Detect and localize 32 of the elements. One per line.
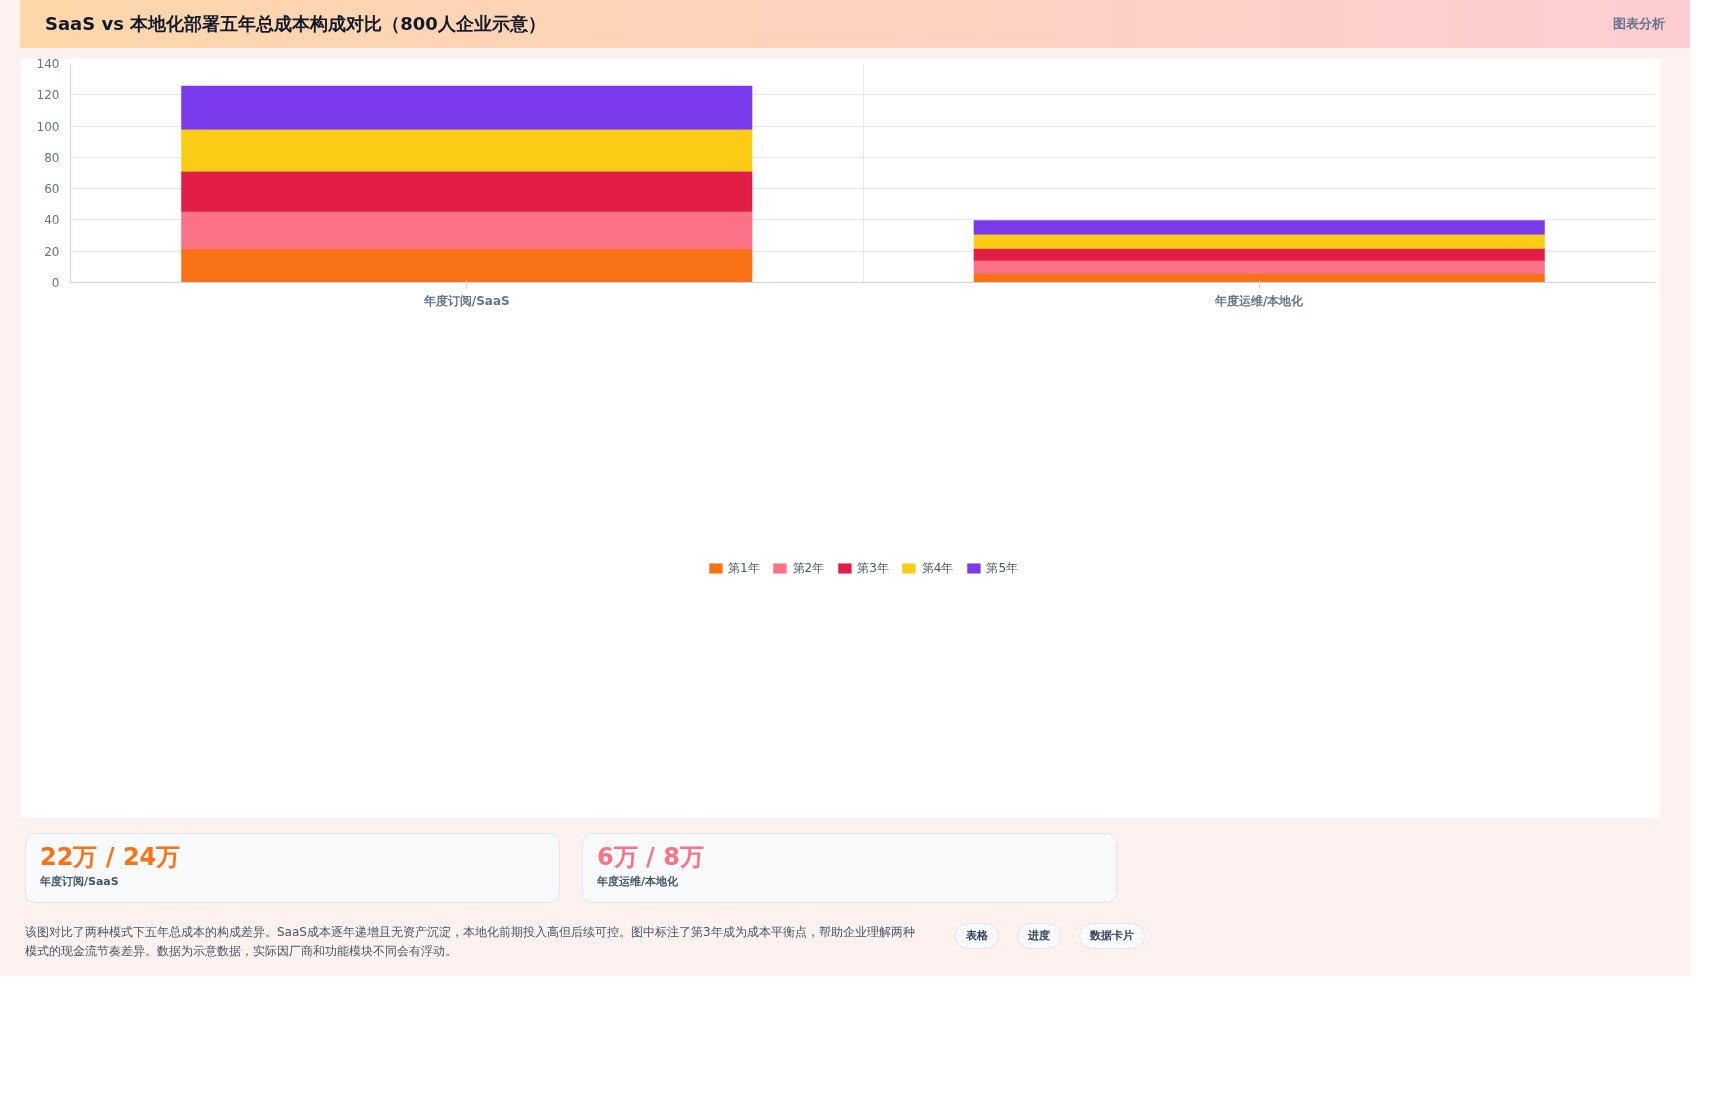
y-tick-label: 140 [36,57,60,71]
legend-label: 第3年 [857,559,889,577]
text: 进度 [1028,928,1050,944]
bar [973,248,1545,261]
legend-label: 第2年 [792,559,825,577]
y-tick-label: 80 [44,150,60,165]
legend-label: 第5年 [986,559,1019,577]
y-tick-label: 40 [44,213,60,228]
y-tick-label: 20 [44,244,60,259]
legend-label: 第1年 [727,559,760,577]
y-tick-label: 120 [36,88,60,103]
bar [973,234,1545,249]
bar [181,85,753,130]
bar [181,211,753,249]
bar [181,171,753,212]
text: 年度订阅/SaaS [40,874,120,890]
text: 表格 [966,928,988,944]
legend-label: 第4年 [921,559,954,577]
y-tick-label: 60 [44,182,60,197]
y-tick-label: 100 [36,119,60,134]
text: 数据卡片 [1090,928,1134,944]
chart-subtitle: 图表分析 [1613,14,1665,33]
text: 年度运维/本地化 [597,874,680,890]
y-tick-label: 0 [51,276,60,290]
text: 6万 / 8万 [597,842,704,873]
bar [181,129,753,172]
bar [181,248,753,283]
text: 该图对比了两种模式下五年总成本的构成差异。SaaS成本逐年递增且无资产沉淀，本地化前期投入高但后续可控。图中标注了第3年成为成本平衡点，帮助企业理解两种模式的现金流节奏差异。数据为示意数据，实际因厂商和功能模块不同会有浮动。 [25,924,916,961]
text: 22万 / 24万 [40,842,181,873]
bar [973,220,1545,235]
chart-title: SaaS vs 本地化部署五年总成本构成对比（800人企业示意） [45,12,546,37]
bar [973,260,1545,274]
